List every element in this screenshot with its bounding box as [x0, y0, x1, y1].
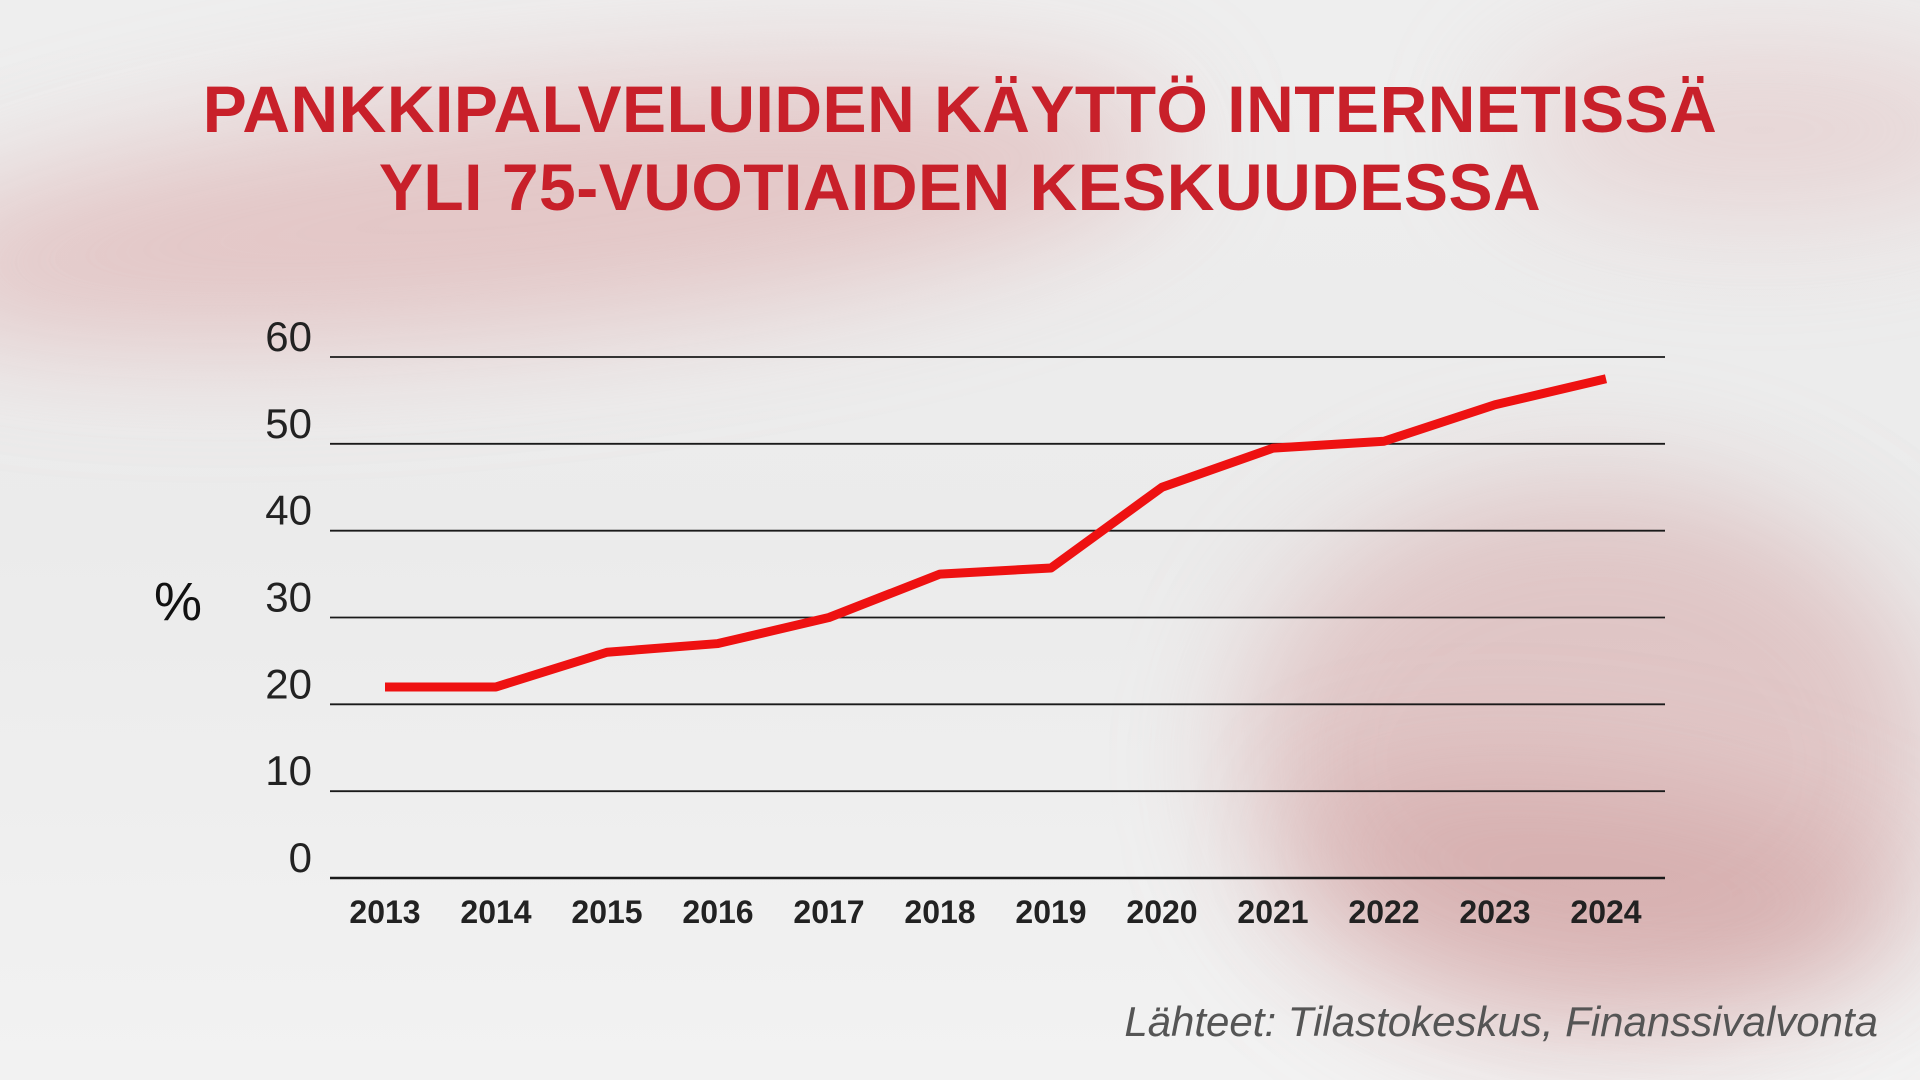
x-tick-label: 2020 — [1126, 894, 1197, 930]
x-tick-label: 2023 — [1459, 894, 1530, 930]
grid-lines — [330, 356, 1665, 880]
chart-title-line-1: PANKKIPALVELUIDEN KÄYTTÖ INTERNETISSÄ — [202, 72, 1718, 146]
x-tick-label: 2021 — [1237, 894, 1308, 930]
y-axis-ticks: 0 10 20 30 40 50 60 — [265, 313, 312, 881]
x-tick-label: 2013 — [349, 894, 420, 930]
y-axis-label: % — [154, 572, 202, 632]
x-tick-label: 2022 — [1348, 894, 1419, 930]
y-tick-label: 0 — [289, 834, 312, 881]
series-line — [385, 374, 1608, 692]
x-tick-label: 2014 — [460, 894, 531, 930]
series-layer — [385, 374, 1608, 692]
background-blur — [1500, 40, 1920, 220]
background-blur — [1240, 480, 1920, 1040]
x-tick-label: 2018 — [904, 894, 975, 930]
y-tick-label: 60 — [265, 313, 312, 360]
x-axis-ticks: 2013 2014 2015 2016 2017 2018 2019 2020 2021 2022… — [349, 894, 1641, 930]
y-tick-label: 10 — [265, 747, 312, 794]
y-tick-label: 40 — [265, 487, 312, 534]
y-tick-label: 20 — [265, 660, 312, 707]
x-tick-label: 2024 — [1570, 894, 1641, 930]
x-tick-label: 2016 — [682, 894, 753, 930]
x-tick-label: 2019 — [1015, 894, 1086, 930]
chart-title-line-2: YLI 75-VUOTIAIDEN KESKUUDESSA — [378, 150, 1542, 224]
source-note: Lähteet: Tilastokeskus, Finanssivalvonta — [1124, 998, 1878, 1045]
chart-title: PANKKIPALVELUIDEN KÄYTTÖ INTERNETISSÄ YL… — [0, 70, 1920, 226]
y-tick-label: 50 — [265, 400, 312, 447]
x-tick-label: 2017 — [793, 894, 864, 930]
y-tick-label: 30 — [265, 574, 312, 621]
x-tick-label: 2015 — [571, 894, 642, 930]
